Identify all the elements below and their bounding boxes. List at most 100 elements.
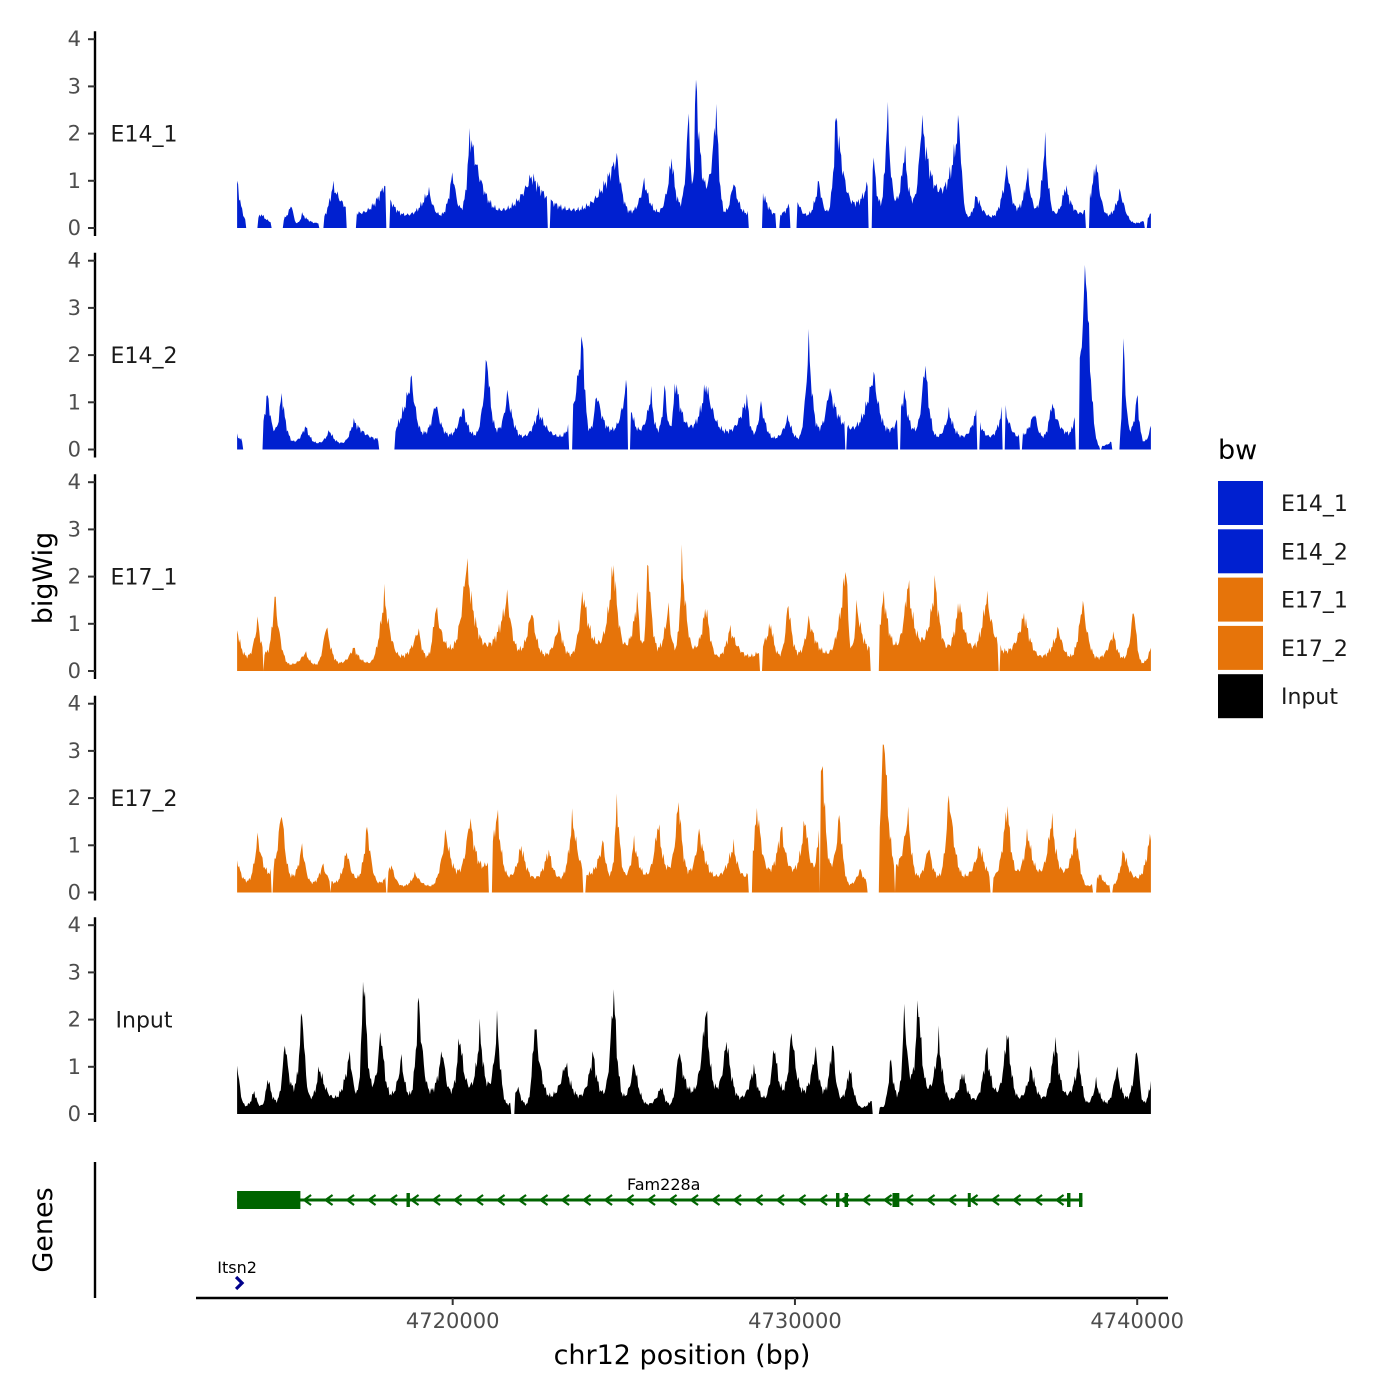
strand-chevron bbox=[366, 1194, 377, 1206]
strand-chevron bbox=[234, 1275, 245, 1291]
y-tick-label: 0 bbox=[68, 216, 81, 240]
strand-chevron bbox=[925, 1194, 936, 1206]
gene-exon bbox=[967, 1193, 971, 1207]
track-E14_2: 0 1 2 3 4 E14_2 bbox=[68, 249, 1151, 462]
legend-label: E17_2 bbox=[1281, 637, 1348, 662]
legend-label: E14_2 bbox=[1281, 540, 1348, 565]
y-tick-label: 1 bbox=[68, 169, 81, 193]
gene-Fam228a: Fam228a bbox=[237, 1175, 1083, 1209]
y-tick-label: 3 bbox=[68, 517, 81, 541]
x-axis: 4720000 4730000 4740000 bbox=[196, 1296, 1184, 1333]
legend-swatch bbox=[1218, 577, 1263, 622]
y-tick-label: 0 bbox=[68, 659, 81, 683]
strand-chevron bbox=[732, 1194, 742, 1206]
strand-chevron bbox=[495, 1194, 506, 1206]
strand-chevron bbox=[904, 1194, 914, 1206]
track-label-E17_2: E17_2 bbox=[111, 787, 178, 812]
strand-chevron bbox=[409, 1194, 420, 1206]
legend-title: bw bbox=[1218, 435, 1257, 466]
legend-item-E14_1: E14_1 bbox=[1218, 481, 1348, 525]
y-tick-label: 3 bbox=[68, 739, 81, 763]
strand-chevron bbox=[710, 1194, 721, 1206]
strand-chevron bbox=[753, 1194, 764, 1206]
legend-label: Input bbox=[1281, 685, 1338, 710]
gene-Itsn2: Itsn2 bbox=[217, 1258, 257, 1291]
strand-chevron bbox=[538, 1194, 549, 1206]
gene-annotation-panel: Fam228a Itsn2 bbox=[93, 1162, 1083, 1298]
y-tick-label: 0 bbox=[68, 1102, 81, 1126]
strand-chevron bbox=[388, 1194, 398, 1206]
gene-exon bbox=[892, 1193, 900, 1207]
x-tick-label: 4720000 bbox=[406, 1309, 500, 1333]
y-tick-label: 4 bbox=[68, 692, 81, 716]
track-E17_2: 0 1 2 3 4 E17_2 bbox=[68, 692, 1151, 905]
y-tick-label: 4 bbox=[68, 470, 81, 494]
gene-label-Itsn2: Itsn2 bbox=[217, 1258, 257, 1277]
y-tick-label: 2 bbox=[68, 565, 81, 589]
strand-chevron bbox=[1033, 1194, 1043, 1206]
gene-exon bbox=[836, 1193, 840, 1207]
strand-chevron bbox=[323, 1194, 334, 1206]
strand-chevron bbox=[990, 1194, 1000, 1206]
strand-chevron bbox=[796, 1194, 807, 1206]
strand-chevron bbox=[818, 1194, 828, 1206]
track-label-E14_1: E14_1 bbox=[111, 123, 178, 148]
strand-chevron bbox=[689, 1194, 699, 1206]
legend: bw E14_1 E14_2 E17_1 E17_2 Input bbox=[1218, 435, 1348, 719]
strand-chevron bbox=[1011, 1194, 1022, 1206]
strand-chevron bbox=[775, 1194, 785, 1206]
strand-chevron bbox=[1054, 1194, 1065, 1206]
x-axis-title: chr12 position (bp) bbox=[554, 1340, 811, 1371]
gene-exon bbox=[1067, 1193, 1071, 1207]
x-tick-label: 4730000 bbox=[748, 1309, 842, 1333]
track-E17_1: 0 1 2 3 4 E17_1 bbox=[68, 470, 1151, 683]
strand-chevron bbox=[474, 1194, 484, 1206]
y-tick-label: 2 bbox=[68, 1008, 81, 1032]
strand-chevron bbox=[302, 1194, 312, 1206]
legend-swatch bbox=[1218, 625, 1263, 670]
track-label-Input: Input bbox=[116, 1009, 173, 1034]
y-tick-label: 4 bbox=[68, 27, 81, 51]
strand-chevron bbox=[882, 1194, 893, 1206]
y-tick-label: 2 bbox=[68, 786, 81, 810]
y-tick-label: 3 bbox=[68, 74, 81, 98]
gene-exon bbox=[844, 1193, 848, 1207]
signal-area-E14_1 bbox=[237, 79, 1151, 228]
x-tick-label: 4740000 bbox=[1090, 1309, 1184, 1333]
legend-item-E14_2: E14_2 bbox=[1218, 529, 1348, 574]
y-tick-label: 3 bbox=[68, 296, 81, 320]
track-label-E14_2: E14_2 bbox=[111, 344, 178, 369]
signal-tracks: 0 1 2 3 4 E14_1 0 1 2 3 4 E14_2 0 1 2 3 4 E17_1 0 1 2 3 4 E17_2… bbox=[68, 27, 1151, 1126]
strand-chevron bbox=[646, 1194, 656, 1206]
track-Input: 0 1 2 3 4 Input bbox=[68, 913, 1151, 1126]
strand-chevron bbox=[947, 1194, 957, 1206]
signal-area-Input bbox=[237, 981, 1151, 1114]
strand-chevron bbox=[603, 1194, 613, 1206]
strand-chevron bbox=[345, 1194, 355, 1206]
legend-swatch bbox=[1218, 529, 1263, 574]
strand-chevron bbox=[624, 1194, 635, 1206]
y-tick-label: 1 bbox=[68, 390, 81, 414]
y-axis-title-group: bigWig bbox=[28, 532, 59, 625]
gene-exon bbox=[237, 1191, 301, 1209]
y-tick-label: 1 bbox=[68, 1055, 81, 1079]
strand-chevron bbox=[667, 1194, 678, 1206]
strand-chevron bbox=[517, 1194, 527, 1206]
y-tick-label: 0 bbox=[68, 881, 81, 905]
y-tick-label: 2 bbox=[68, 343, 81, 367]
strand-chevron bbox=[861, 1194, 871, 1206]
gene-label-Fam228a: Fam228a bbox=[627, 1175, 700, 1194]
y-tick-label: 4 bbox=[68, 249, 81, 273]
y-tick-label: 4 bbox=[68, 913, 81, 937]
legend-swatch bbox=[1218, 674, 1263, 719]
y-tick-label: 3 bbox=[68, 960, 81, 984]
strand-chevron bbox=[560, 1194, 570, 1206]
y-tick-label: 0 bbox=[68, 438, 81, 462]
gene-exon bbox=[406, 1193, 410, 1207]
y-tick-label: 2 bbox=[68, 122, 81, 146]
legend-item-E17_2: E17_2 bbox=[1218, 625, 1348, 670]
strand-chevron bbox=[452, 1194, 463, 1206]
genes-axis-title-group: Genes bbox=[28, 1187, 59, 1272]
genes-panel-title: Genes bbox=[28, 1187, 59, 1272]
legend-swatch bbox=[1218, 481, 1263, 525]
